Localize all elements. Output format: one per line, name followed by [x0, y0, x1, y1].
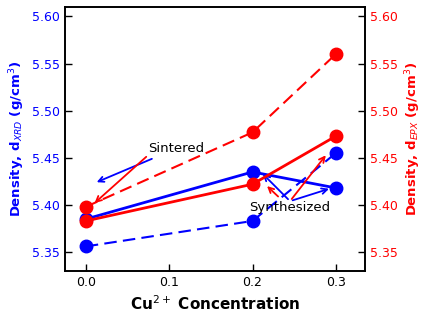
Text: Sintered: Sintered — [98, 142, 204, 182]
Text: Synthesized: Synthesized — [249, 188, 331, 214]
Y-axis label: Density, d$_{XRD}$ (g/cm$^{3}$): Density, d$_{XRD}$ (g/cm$^{3}$) — [7, 61, 27, 217]
X-axis label: Cu$^{2+}$ Concentration: Cu$^{2+}$ Concentration — [130, 294, 300, 313]
Y-axis label: Density, d$_{EPX}$ (g/cm$^{3}$): Density, d$_{EPX}$ (g/cm$^{3}$) — [403, 62, 423, 216]
